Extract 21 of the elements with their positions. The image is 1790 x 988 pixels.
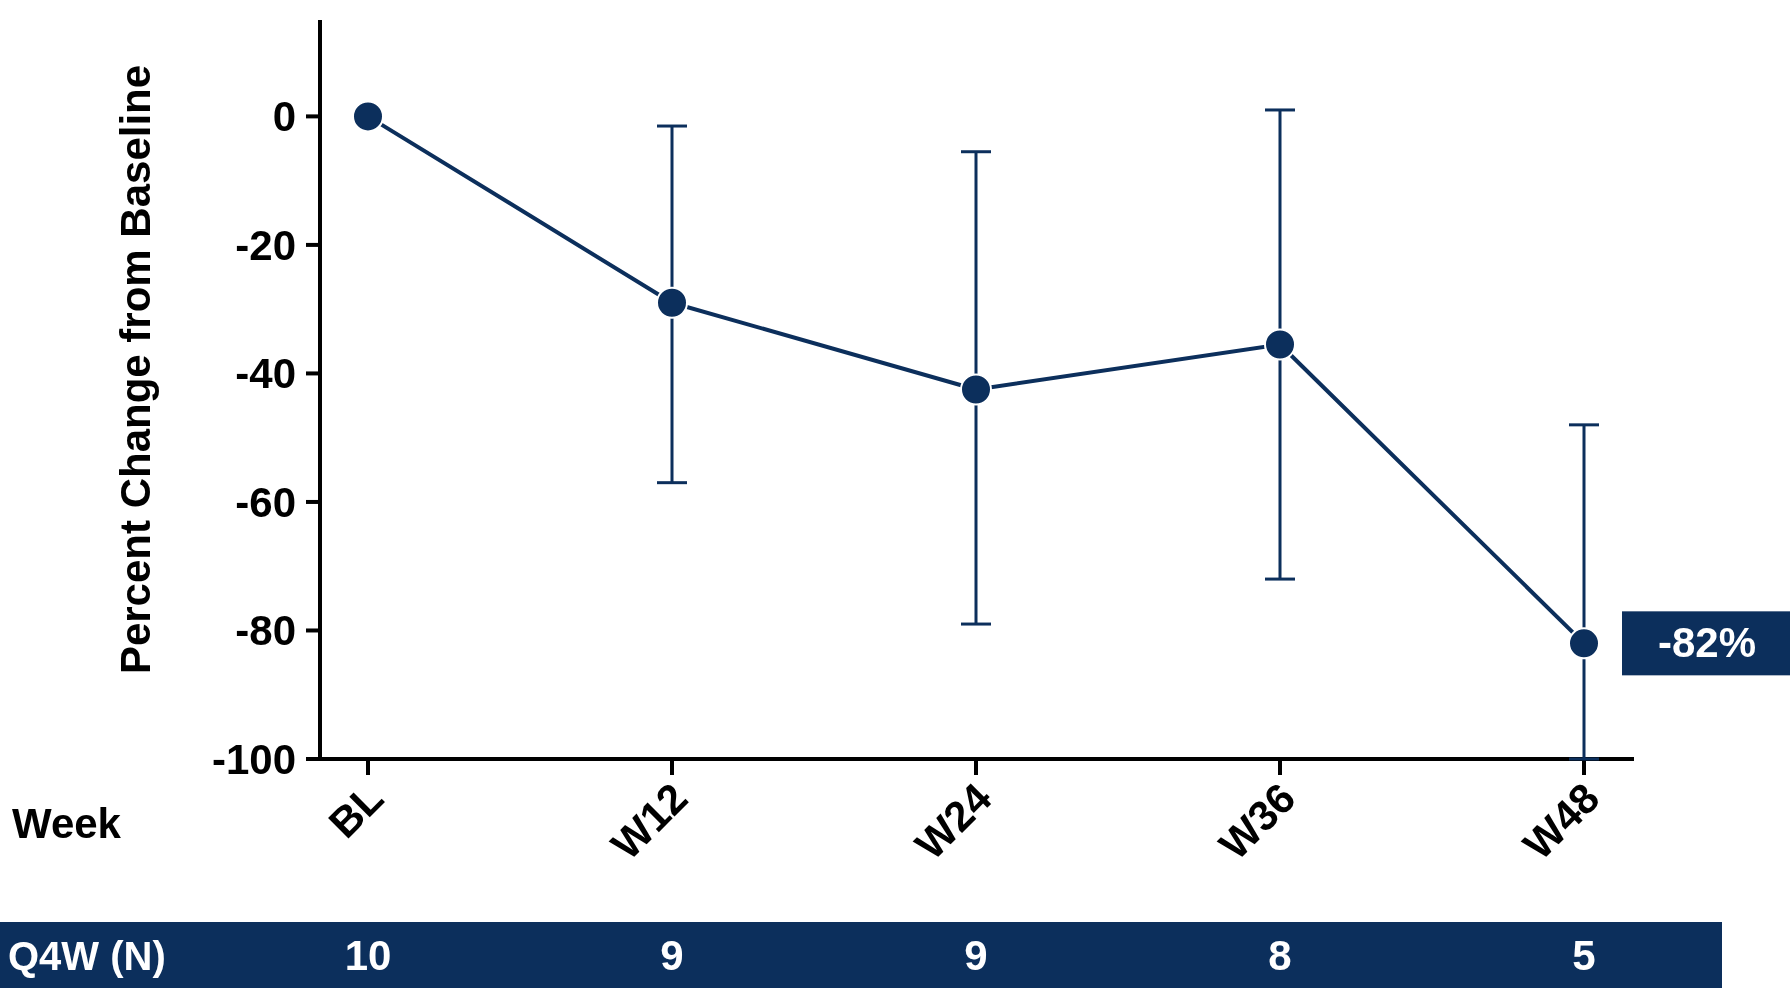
y-tick-label: -60 <box>235 478 296 526</box>
point <box>960 373 992 406</box>
text: 8 <box>1268 932 1292 979</box>
text: 5 <box>1572 932 1596 979</box>
text: 9 <box>660 932 684 979</box>
point <box>1568 627 1600 660</box>
text: 10 <box>344 932 392 979</box>
data-label: -82% <box>1657 619 1757 667</box>
text: Q4W (N) <box>8 934 166 978</box>
y-axis-title: Percent Change from Baseline <box>112 64 159 675</box>
y-tick-label: -40 <box>235 350 296 398</box>
y-tick-label: -100 <box>211 736 296 783</box>
y-tick-label: -20 <box>235 221 296 269</box>
y-tick-label: -80 <box>235 607 296 655</box>
y-tick-label: 0 <box>272 93 296 141</box>
point <box>352 100 384 133</box>
x-tick-label: BL <box>319 774 393 847</box>
point <box>1264 328 1296 361</box>
point <box>656 286 688 319</box>
text: Week <box>12 800 122 847</box>
text: 9 <box>964 932 988 979</box>
